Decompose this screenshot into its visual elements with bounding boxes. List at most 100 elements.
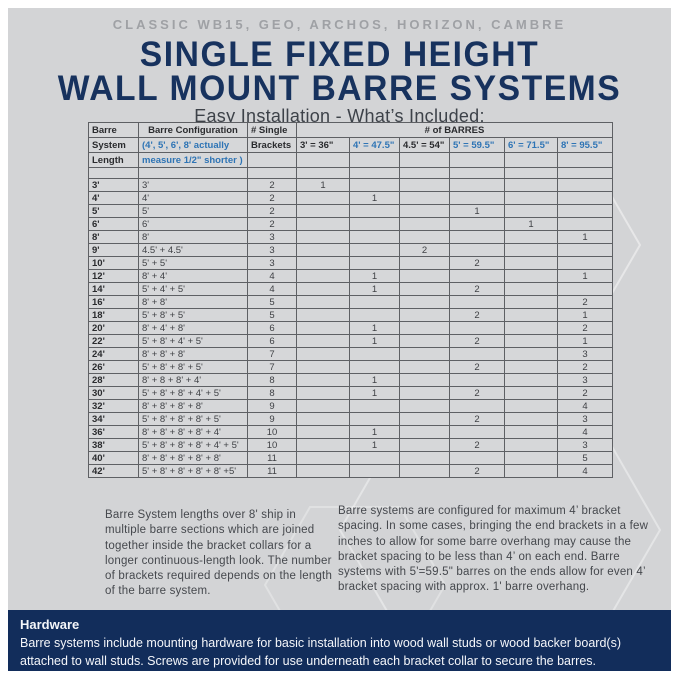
cell-barre-count (449, 347, 505, 361)
cell-barre-count: 2 (557, 321, 613, 335)
table-row: 6' 6' 2 1 (88, 217, 613, 231)
cell-barre-count (399, 230, 450, 244)
cell-brackets: 2 (247, 178, 297, 192)
cell-barre-count (296, 360, 350, 374)
cell-config: 5' + 8' + 8' + 4' + 5' (138, 386, 248, 400)
cell-barre-count: 1 (349, 386, 400, 400)
cell-barre-count (449, 217, 505, 231)
header-size-5ft: 5' = 59.5" (449, 137, 505, 153)
cell-barre-count (504, 282, 558, 296)
cell-barre-count: 1 (557, 334, 613, 348)
cell-barre-count (296, 321, 350, 335)
cell-barre-count (504, 464, 558, 478)
cell-length: 26' (88, 360, 139, 374)
cell-length: 6' (88, 217, 139, 231)
table-row: 14' 5' + 4' + 5' 4 1 2 (88, 282, 613, 296)
cell-barre-count: 2 (449, 386, 505, 400)
cell-barre-count (296, 347, 350, 361)
cell-barre-count (399, 360, 450, 374)
cell-barre-count: 3 (557, 438, 613, 452)
cell-brackets: 7 (247, 360, 297, 374)
hardware-title: Hardware (20, 617, 80, 632)
cell-config: 8' + 4' (138, 269, 248, 283)
cell-brackets: 2 (247, 204, 297, 218)
cell-barre-count (296, 243, 350, 257)
header-size-4ft: 4' = 47.5" (349, 137, 400, 153)
cell-config: 8' + 8' + 8' + 8' (138, 399, 248, 413)
cell-barre-count (504, 191, 558, 205)
barre-systems-table: Barre Barre Configuration # Single # of … (88, 122, 613, 478)
cell-length: 9' (88, 243, 139, 257)
cell-barre-count (349, 451, 400, 465)
cell-brackets: 2 (247, 191, 297, 205)
cell-barre-count: 1 (349, 334, 400, 348)
hardware-footer: Hardware Barre systems include mounting … (8, 610, 671, 671)
cell-barre-count (504, 230, 558, 244)
cell-barre-count (296, 191, 350, 205)
table-row: 3' 3' 2 1 (88, 178, 613, 192)
cell-brackets: 11 (247, 451, 297, 465)
cell-brackets: 3 (247, 243, 297, 257)
header-spacer-row (88, 167, 613, 179)
cell-config: 5' + 8' + 8' + 5' (138, 360, 248, 374)
cell-length: 42' (88, 464, 139, 478)
cell-length: 12' (88, 269, 139, 283)
header-row-1: Barre Barre Configuration # Single # of … (88, 122, 613, 138)
cell-barre-count (296, 425, 350, 439)
cell-brackets: 10 (247, 425, 297, 439)
cell-barre-count (296, 282, 350, 296)
cell-barre-count: 3 (557, 373, 613, 387)
cell-brackets: 4 (247, 282, 297, 296)
cell-barre-count (399, 464, 450, 478)
cell-brackets: 2 (247, 217, 297, 231)
cell-barre-count (449, 425, 505, 439)
table-row: 30' 5' + 8' + 8' + 4' + 5' 8 1 2 2 (88, 386, 613, 400)
header-system: System (88, 137, 139, 153)
header-single: # Single (247, 122, 297, 138)
cell-barre-count (504, 386, 558, 400)
cell-barre-count (449, 269, 505, 283)
cell-barre-count (504, 308, 558, 322)
cell-config: 5' (138, 204, 248, 218)
header-barre: Barre (88, 122, 139, 138)
cell-length: 16' (88, 295, 139, 309)
cell-brackets: 4 (247, 269, 297, 283)
cell-barre-count: 2 (449, 412, 505, 426)
cell-barre-count (296, 386, 350, 400)
table-row: 16' 8' + 8' 5 2 (88, 295, 613, 309)
cell-brackets: 3 (247, 230, 297, 244)
cell-brackets: 3 (247, 256, 297, 270)
cell-barre-count: 1 (557, 308, 613, 322)
cell-barre-count (449, 178, 505, 192)
table-row: 5' 5' 2 1 (88, 204, 613, 218)
cell-barre-count: 2 (449, 308, 505, 322)
cell-barre-count (296, 412, 350, 426)
cell-barre-count: 2 (399, 243, 450, 257)
cell-config: 6' (138, 217, 248, 231)
cell-config: 5' + 8' + 4' + 5' (138, 334, 248, 348)
cell-barre-count (399, 334, 450, 348)
cell-brackets: 8 (247, 386, 297, 400)
page-title-line2: WALL MOUNT BARRE SYSTEMS (57, 67, 622, 108)
cell-length: 36' (88, 425, 139, 439)
cell-barre-count (557, 204, 613, 218)
table-row: 36' 8' + 8' + 8' + 8' + 4' 10 1 4 (88, 425, 613, 439)
page-title-line1: SINGLE FIXED HEIGHT (139, 33, 540, 74)
cell-barre-count (296, 204, 350, 218)
cell-length: 8' (88, 230, 139, 244)
cell-barre-count (399, 425, 450, 439)
cell-config: 8' + 8' + 8' + 8' + 8' (138, 451, 248, 465)
cell-barre-count (504, 399, 558, 413)
cell-length: 3' (88, 178, 139, 192)
cell-config: 4' (138, 191, 248, 205)
cell-config: 3' (138, 178, 248, 192)
cell-config: 5' + 8' + 8' + 8' + 4' + 5' (138, 438, 248, 452)
header-size-8ft: 8' = 95.5" (557, 137, 613, 153)
cell-barre-count: 1 (349, 438, 400, 452)
header-barre-configuration: Barre Configuration (138, 122, 248, 138)
cell-barre-count: 2 (449, 360, 505, 374)
cell-barre-count (449, 191, 505, 205)
cell-barre-count (399, 204, 450, 218)
cell-barre-count: 2 (557, 386, 613, 400)
